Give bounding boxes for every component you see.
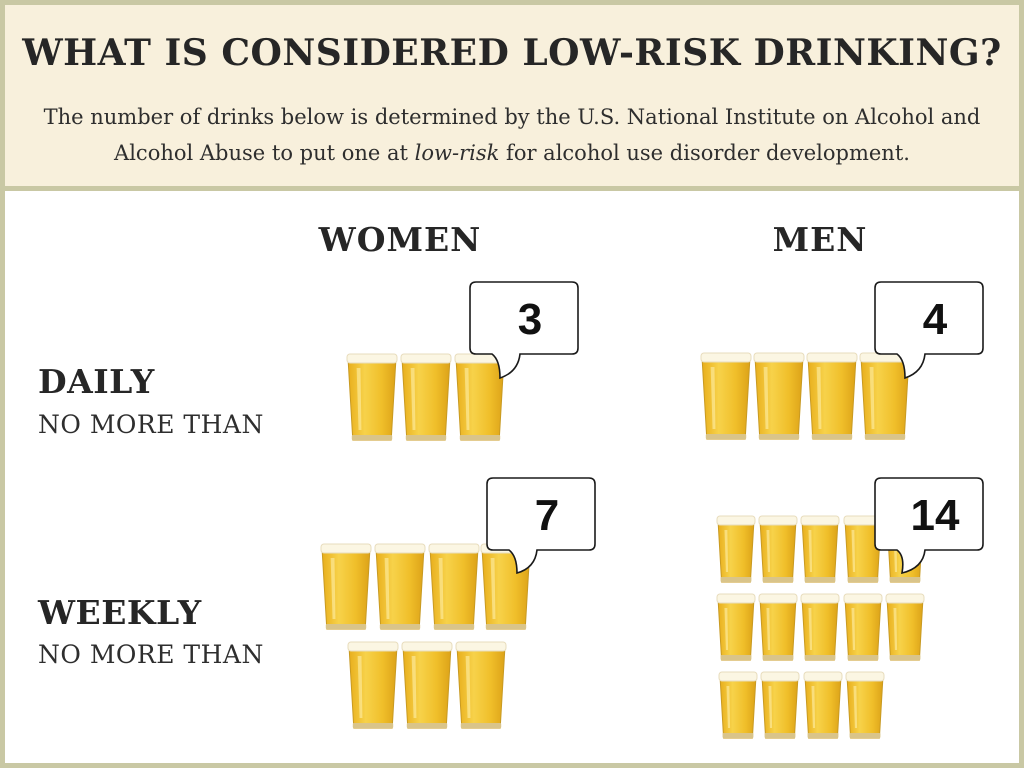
beer-glass-icon [374,543,426,630]
row-header-weekly: WEEKLY [38,593,202,632]
row-header-daily: DAILY [38,362,155,401]
beer-glass-icon [845,671,885,739]
beer-glass-icon [320,543,372,630]
beer-glass-icon [760,671,800,739]
subtitle-emphasis: low-risk [414,141,500,165]
beer-glass-icon [806,352,858,440]
speech-bubble-icon-value: 4 [923,295,948,344]
column-header-women: WOMEN [318,220,482,259]
subtitle: The number of drinks below is determined… [35,99,989,171]
beer-glass-icon [718,671,758,739]
beer-glass-icon [758,515,798,583]
beer-glass-icon [843,593,883,661]
beer-glass-icon [800,593,840,661]
beer-glass-icon [885,593,925,661]
subtitle-text: The number of drinks below is determined… [43,105,981,165]
subtitle-text-end: for alcohol use disorder development. [506,141,910,165]
beer-glass-icon [758,593,798,661]
beer-glass-icon [455,641,507,729]
beer-glass-icon [428,543,480,630]
speech-bubble-icon: 4 [874,281,984,380]
speech-bubble-icon: 3 [469,281,579,380]
beer-glass-icon [346,353,398,441]
beer-glass-icon [843,515,883,583]
speech-bubble-icon: 14 [874,477,984,575]
beer-glass-icon [803,671,843,739]
beer-glass-icon [716,593,756,661]
column-header-men: MEN [772,220,868,259]
beer-glass-icon [859,352,911,440]
beer-glass-icon [800,515,840,583]
beer-glass-icon [454,353,506,441]
row-subheader-daily: NO MORE THAN [38,410,264,439]
row-subheader-weekly: NO MORE THAN [38,640,264,669]
header-panel: WHAT IS CONSIDERED LOW-RISK DRINKING? Th… [5,5,1019,191]
beer-glass-icon [400,353,452,441]
beer-glass-icon [753,352,805,440]
speech-bubble-icon-value: 14 [911,491,960,540]
beer-glass-icon [716,515,756,583]
beer-glass-icon [401,641,453,729]
speech-bubble-icon-value: 7 [535,491,559,540]
page-title: WHAT IS CONSIDERED LOW-RISK DRINKING? [22,32,1002,74]
speech-bubble-icon-value: 3 [518,295,542,344]
beer-glass-icon [700,352,752,440]
beer-glass-icon [347,641,399,729]
speech-bubble-icon: 7 [486,477,596,575]
